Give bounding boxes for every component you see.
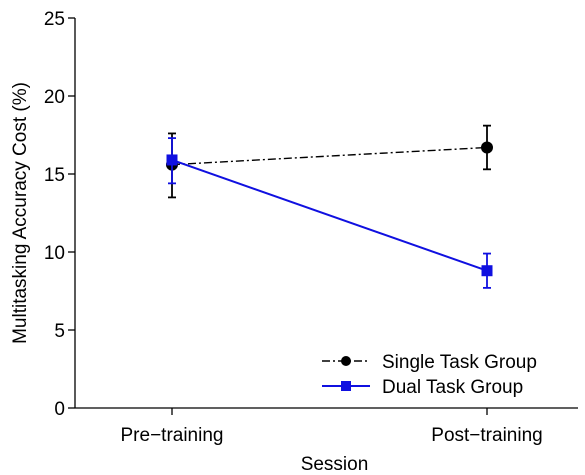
axes	[74, 18, 578, 409]
y-tick-label: 0	[54, 399, 65, 420]
series-1	[166, 124, 493, 199]
series-2	[166, 137, 493, 289]
y-tick-label: 5	[54, 321, 65, 342]
y-tick-label: 10	[44, 243, 65, 264]
data-point	[481, 141, 493, 154]
legend-label: Single Task Group	[382, 352, 537, 373]
data-point	[166, 154, 178, 166]
series-line	[171, 146, 488, 166]
legend-marker	[341, 356, 351, 366]
x-tick-label: Post−training	[431, 425, 542, 446]
plot-series	[166, 124, 493, 289]
x-tick-label: Pre−training	[121, 425, 224, 446]
x-axis-title: Session	[301, 454, 369, 475]
legend-marker	[341, 381, 351, 391]
legend-item: Single Task Group	[322, 352, 537, 373]
y-tick-label: 20	[44, 87, 65, 108]
legend: Single Task Group Dual Task Group	[322, 352, 537, 398]
y-ticks: 0 5 10 15 20 25	[44, 9, 75, 420]
data-point	[481, 265, 493, 277]
legend-item: Dual Task Group	[322, 377, 523, 398]
y-axis-title: Multitasking Accuracy Cost (%)	[10, 82, 31, 344]
y-tick-label: 15	[44, 165, 65, 186]
legend-label: Dual Task Group	[382, 377, 523, 398]
x-ticks: Pre−training Post−training	[121, 408, 543, 446]
y-tick-label: 25	[44, 9, 65, 30]
series-line	[171, 159, 488, 272]
